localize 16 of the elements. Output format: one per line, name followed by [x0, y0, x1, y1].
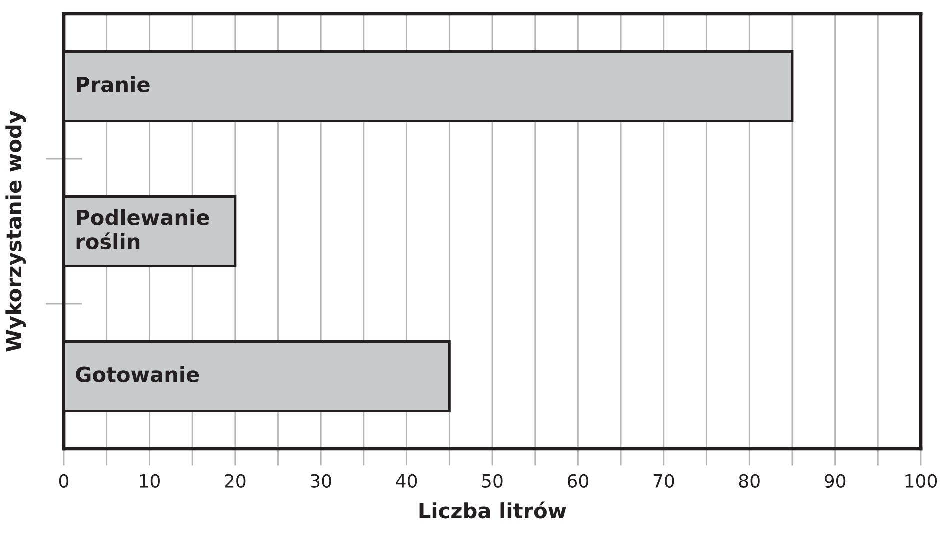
- x-tick-label: 70: [654, 474, 674, 488]
- y-axis-title: Wykorzystanie wody: [6, 110, 26, 352]
- x-tick-label: 0: [59, 474, 69, 488]
- y-tick-label: Pranie: [77, 76, 150, 93]
- x-axis-title: Liczba litrów: [420, 502, 566, 519]
- x-tick-label: 80: [739, 474, 760, 488]
- x-tick-label: 20: [225, 474, 246, 488]
- x-tick-label: 90: [824, 474, 846, 488]
- x-tick-label: 30: [310, 474, 332, 488]
- y-tick-label: Gotowanie: [76, 366, 200, 383]
- x-tick-label: 50: [482, 474, 503, 488]
- x-tick-label: 60: [568, 474, 588, 488]
- y-tick-label: Podlewanie roślin: [76, 209, 210, 250]
- x-tick-label: 100: [906, 474, 938, 488]
- x-tick-label: 10: [140, 474, 160, 488]
- x-tick-label: 40: [396, 474, 418, 488]
